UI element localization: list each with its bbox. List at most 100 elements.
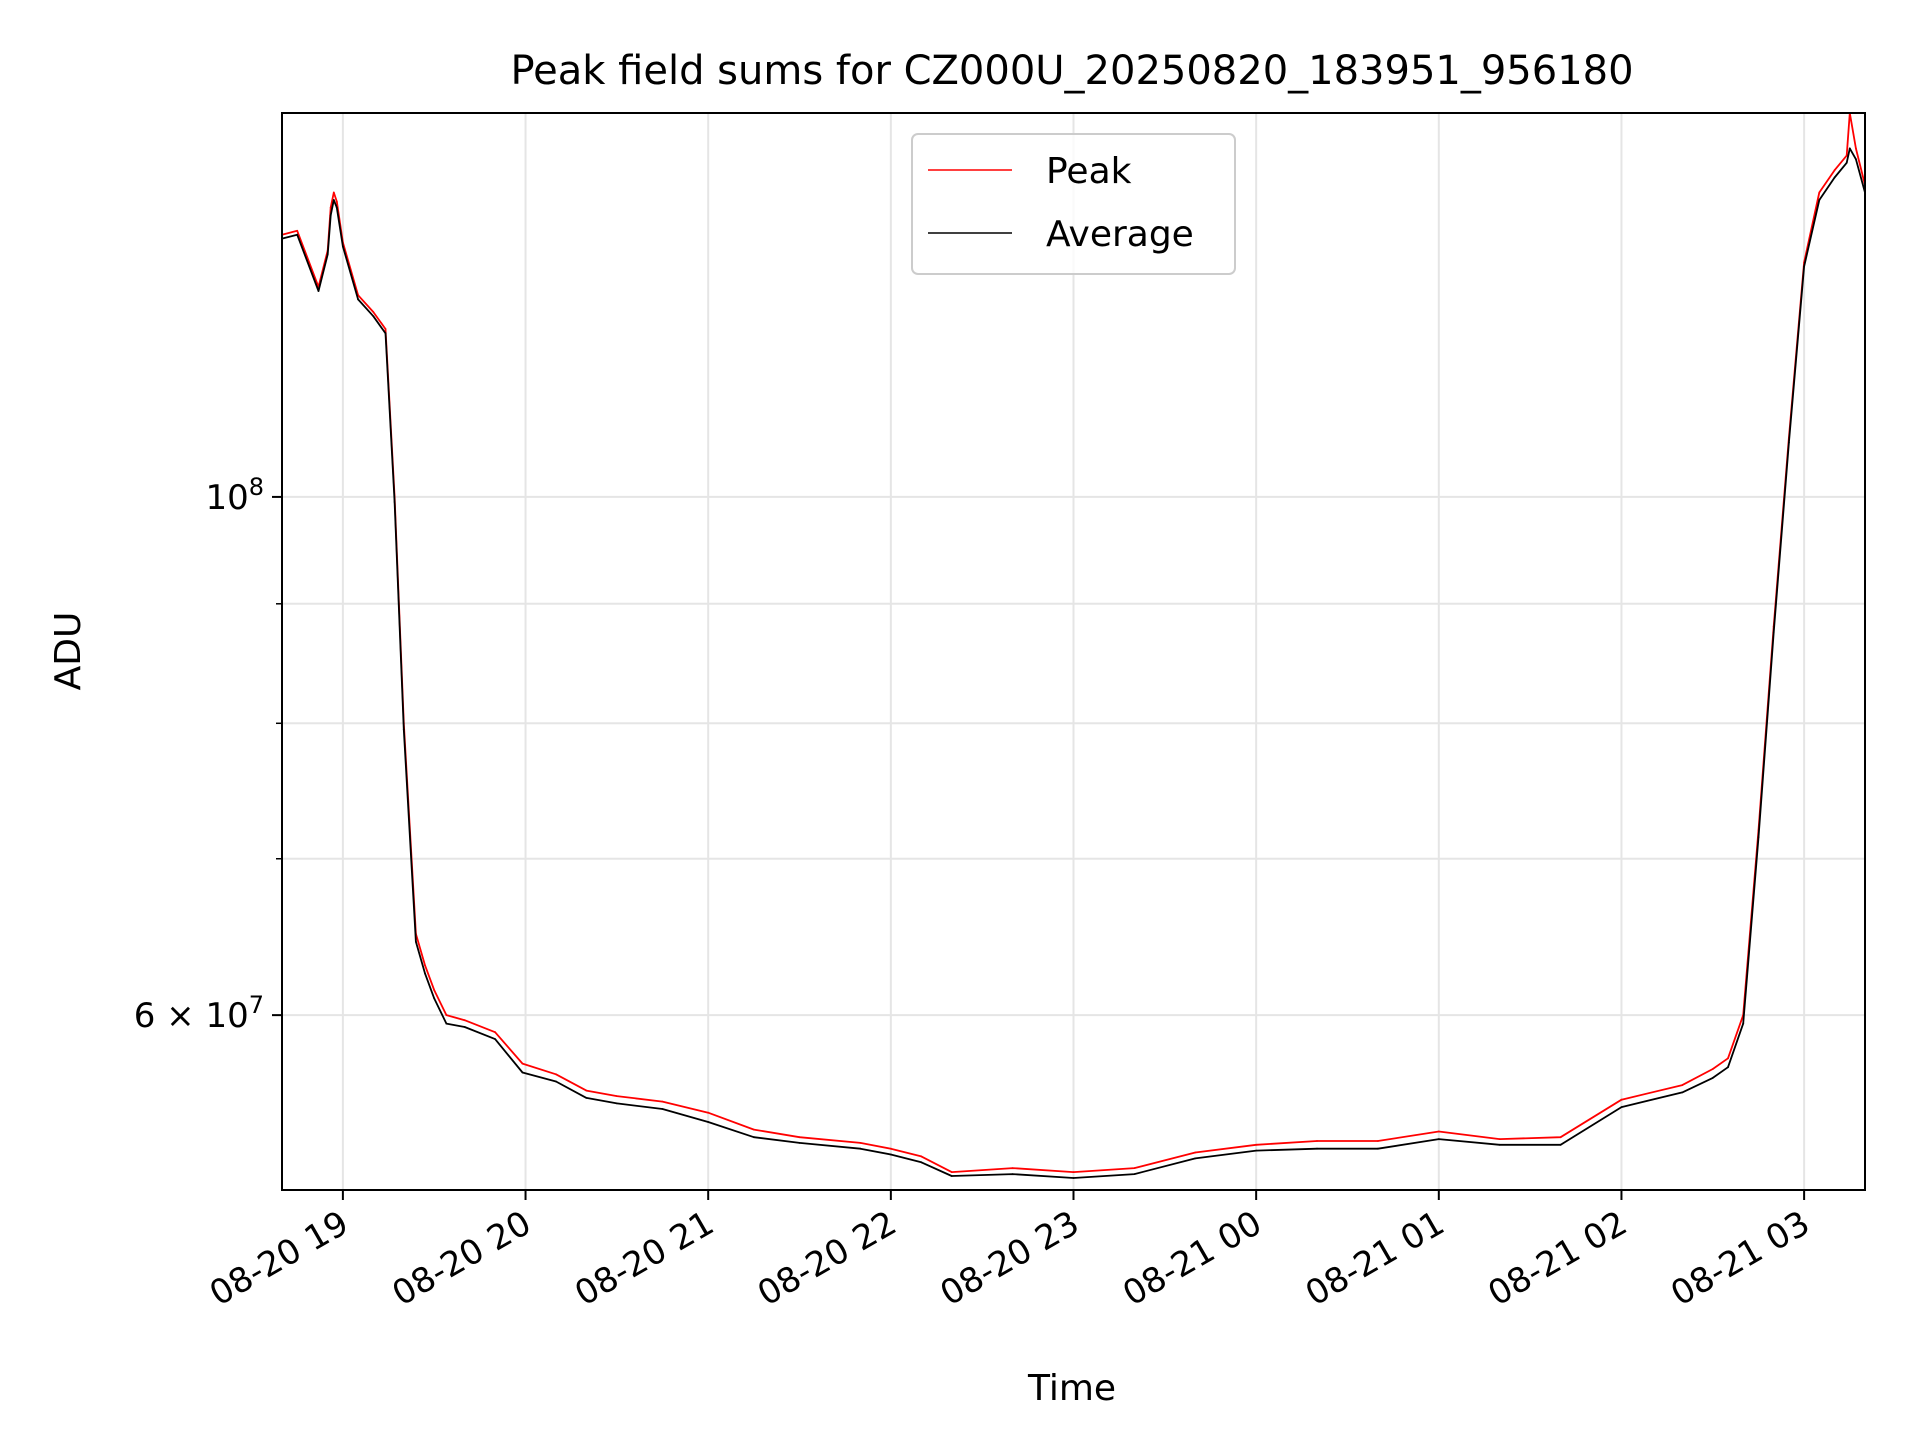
data-point-average bbox=[859, 1147, 862, 1150]
data-point-peak bbox=[1845, 154, 1848, 157]
data-point-average bbox=[1848, 147, 1851, 150]
data-point-peak bbox=[555, 1073, 557, 1076]
data-point-average bbox=[342, 245, 344, 248]
data-point-average bbox=[433, 997, 436, 1000]
data-point-average bbox=[357, 298, 359, 301]
legend-box bbox=[911, 133, 1236, 275]
x-tick-label: 08-20 19 bbox=[203, 1203, 355, 1314]
x-tick-label: 08-20 23 bbox=[934, 1203, 1086, 1314]
data-point-average bbox=[616, 1102, 618, 1105]
data-point-average bbox=[1818, 199, 1821, 201]
data-point-average bbox=[402, 728, 405, 731]
data-point-peak bbox=[707, 1111, 710, 1114]
legend-label-average: Average bbox=[1046, 214, 1194, 255]
data-point-peak bbox=[1833, 169, 1836, 172]
data-point-peak bbox=[1377, 1140, 1379, 1142]
data-point-average bbox=[1855, 158, 1857, 161]
y-tick-label-exponent: 7 bbox=[249, 991, 264, 1019]
data-point-peak bbox=[1727, 1057, 1729, 1060]
y-tick-label-base: 10 bbox=[205, 478, 248, 518]
data-point-peak bbox=[335, 200, 338, 203]
data-point-average bbox=[950, 1175, 953, 1177]
y-tick-label: 6 × 107 bbox=[134, 991, 264, 1036]
data-point-average bbox=[335, 206, 338, 209]
data-point-average bbox=[393, 501, 396, 503]
data-point-peak bbox=[1437, 1130, 1440, 1133]
data-point-average bbox=[1772, 631, 1775, 634]
x-axis-label: Time bbox=[1027, 1368, 1116, 1409]
data-point-average bbox=[707, 1121, 710, 1123]
data-point-peak bbox=[1620, 1098, 1623, 1101]
series-line-average bbox=[281, 147, 1866, 1179]
data-point-peak bbox=[372, 311, 375, 313]
data-point-peak bbox=[753, 1128, 755, 1131]
data-point-peak bbox=[1072, 1171, 1075, 1173]
data-point-average bbox=[1845, 161, 1848, 164]
data-point-peak bbox=[661, 1100, 664, 1103]
data-point-peak bbox=[920, 1155, 923, 1158]
data-point-average bbox=[1437, 1138, 1440, 1140]
data-point-average bbox=[1620, 1106, 1623, 1108]
data-point-peak bbox=[445, 1014, 448, 1016]
data-point-peak bbox=[463, 1019, 466, 1022]
data-point-average bbox=[1072, 1177, 1075, 1179]
data-point-average bbox=[1711, 1077, 1714, 1079]
data-point-average bbox=[1255, 1149, 1258, 1152]
data-point-peak bbox=[859, 1142, 862, 1144]
y-tick-label-base: 6 × 10 bbox=[134, 996, 249, 1036]
x-tick-label: 08-21 02 bbox=[1482, 1203, 1634, 1314]
data-point-average bbox=[889, 1153, 892, 1156]
x-tick-label: 08-21 03 bbox=[1664, 1203, 1816, 1314]
data-point-average bbox=[494, 1038, 496, 1040]
data-point-peak bbox=[1559, 1136, 1562, 1139]
data-point-peak bbox=[1011, 1167, 1014, 1169]
data-point-average bbox=[1011, 1173, 1014, 1175]
data-point-average bbox=[1133, 1173, 1136, 1175]
x-axis: 08-20 19 08-20 20 08-20 21 08-20 22 08-20 23… bbox=[203, 1190, 1817, 1314]
data-point-peak bbox=[585, 1089, 588, 1092]
grid bbox=[282, 113, 1865, 1190]
x-tick-label: 08-20 22 bbox=[751, 1203, 903, 1314]
data-point-peak bbox=[521, 1062, 524, 1065]
y-tick-label-exponent: 8 bbox=[249, 473, 264, 501]
data-point-average bbox=[463, 1026, 466, 1028]
series-lines bbox=[281, 112, 1866, 1179]
data-point-average bbox=[415, 940, 417, 943]
data-point-peak bbox=[1711, 1068, 1714, 1070]
data-point-peak bbox=[1855, 147, 1857, 150]
data-point-average bbox=[296, 233, 299, 236]
data-point-average bbox=[555, 1080, 557, 1083]
data-point-peak bbox=[424, 964, 426, 967]
data-point-average bbox=[1727, 1066, 1729, 1069]
legend-label-peak: Peak bbox=[1046, 151, 1132, 192]
data-point-average bbox=[1757, 836, 1760, 839]
data-point-peak bbox=[1133, 1167, 1136, 1169]
data-point-peak bbox=[1818, 191, 1821, 194]
data-point-peak bbox=[332, 191, 335, 194]
x-tick-label: 08-20 21 bbox=[568, 1203, 720, 1314]
y-tick-label: 108 bbox=[205, 473, 264, 518]
data-point-average bbox=[326, 253, 329, 256]
data-point-peak bbox=[616, 1095, 618, 1097]
data-point-peak bbox=[889, 1147, 892, 1150]
legend: Peak Average bbox=[911, 133, 1236, 275]
data-point-average bbox=[1316, 1147, 1318, 1150]
y-axis-label: ADU bbox=[48, 612, 89, 691]
data-point-peak bbox=[1255, 1143, 1258, 1146]
x-tick-label: 08-21 01 bbox=[1299, 1203, 1451, 1314]
data-point-average bbox=[1498, 1143, 1501, 1146]
data-point-average bbox=[1742, 1022, 1745, 1025]
data-point-peak bbox=[1681, 1084, 1684, 1086]
data-point-average bbox=[1788, 441, 1790, 444]
data-point-average bbox=[585, 1097, 588, 1099]
data-point-average bbox=[661, 1108, 664, 1110]
x-tick-label: 08-21 00 bbox=[1116, 1203, 1268, 1314]
data-point-average bbox=[424, 972, 426, 975]
data-point-average bbox=[445, 1022, 448, 1025]
data-point-average bbox=[372, 315, 375, 318]
data-point-average bbox=[1833, 176, 1836, 179]
data-point-peak bbox=[798, 1136, 801, 1139]
data-point-average bbox=[753, 1136, 755, 1139]
